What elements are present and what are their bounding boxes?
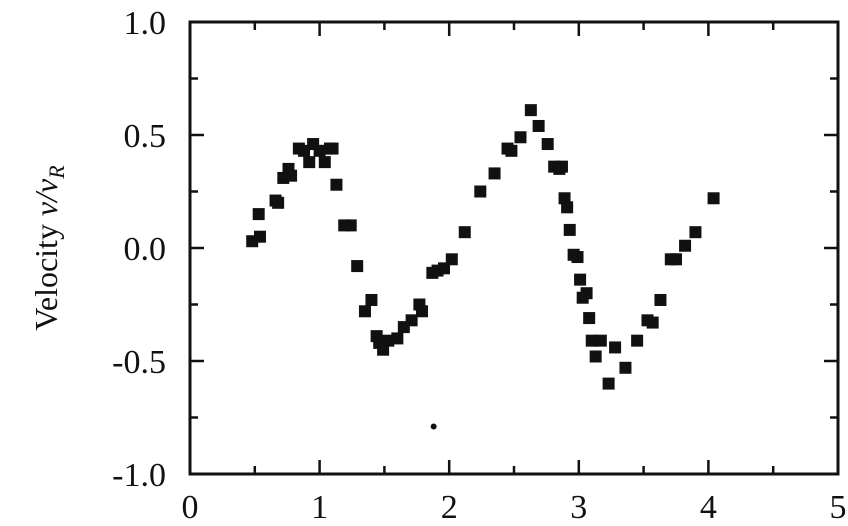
data-point (563, 223, 576, 236)
data-point (318, 156, 331, 169)
data-point (631, 334, 644, 347)
data-point (524, 104, 537, 117)
x-tick-labels: 0 1 2 3 4 5 (182, 489, 847, 526)
y-tick-label: -1.0 (112, 457, 166, 494)
data-point (505, 144, 518, 157)
data-point (415, 305, 428, 318)
data-point (555, 160, 568, 173)
data-point-dot (430, 423, 437, 430)
plot-frame (188, 20, 840, 476)
data-point (252, 208, 265, 221)
data-point (602, 377, 615, 390)
y-tick-label: 0.0 (124, 231, 167, 268)
data-point (488, 167, 501, 180)
data-point (285, 169, 298, 182)
data-point (272, 196, 285, 209)
data-point (474, 185, 487, 198)
data-point (377, 343, 390, 356)
data-point (609, 341, 622, 354)
data-point (670, 253, 682, 266)
y-tick-label: -0.5 (112, 344, 166, 381)
data-point (654, 293, 667, 306)
data-point (330, 178, 343, 191)
data-point (585, 334, 598, 347)
x-tick-label: 2 (441, 489, 458, 526)
data-point (679, 239, 692, 252)
y-axis-title-subscript: R (44, 165, 69, 180)
data-point (594, 334, 607, 347)
data-point (589, 350, 602, 363)
data-point (514, 131, 527, 144)
data-point (583, 312, 596, 325)
data-point (351, 260, 364, 273)
data-point (558, 192, 571, 205)
data-point (298, 144, 311, 157)
data-point (689, 226, 702, 239)
data-point (365, 293, 378, 306)
x-tick-label: 5 (830, 489, 847, 526)
data-point (574, 273, 587, 286)
data-point (358, 305, 371, 318)
tick-marks (188, 20, 840, 476)
y-axis-title-math: v/v (28, 178, 64, 216)
y-axis-title: Velocity v/vR (28, 165, 69, 331)
data-point (619, 361, 632, 374)
x-tick-label: 1 (311, 489, 328, 526)
x-tick-label: 0 (182, 489, 199, 526)
data-point (580, 287, 593, 300)
y-tick-labels: 1.0 0.5 0.0 -0.5 -1.0 (112, 5, 166, 494)
y-tick-label: 0.5 (124, 118, 167, 155)
data-points (246, 104, 720, 430)
data-point (646, 316, 659, 329)
data-point (707, 192, 720, 205)
data-point (391, 332, 404, 345)
y-axis-title-prefix: Velocity (28, 216, 64, 331)
data-point (313, 144, 326, 157)
data-point (571, 251, 584, 264)
data-point (382, 334, 395, 347)
y-tick-label: 1.0 (124, 5, 167, 42)
data-point (253, 230, 266, 243)
data-point (541, 138, 554, 151)
data-point (561, 201, 574, 214)
data-point (344, 219, 357, 232)
data-point (438, 262, 451, 275)
x-tick-label: 4 (700, 489, 717, 526)
data-point (532, 119, 545, 132)
data-point (458, 226, 471, 239)
data-point (303, 156, 316, 169)
data-point (445, 253, 458, 266)
data-point (326, 142, 339, 155)
x-tick-label: 3 (570, 489, 587, 526)
data-point (405, 314, 418, 327)
